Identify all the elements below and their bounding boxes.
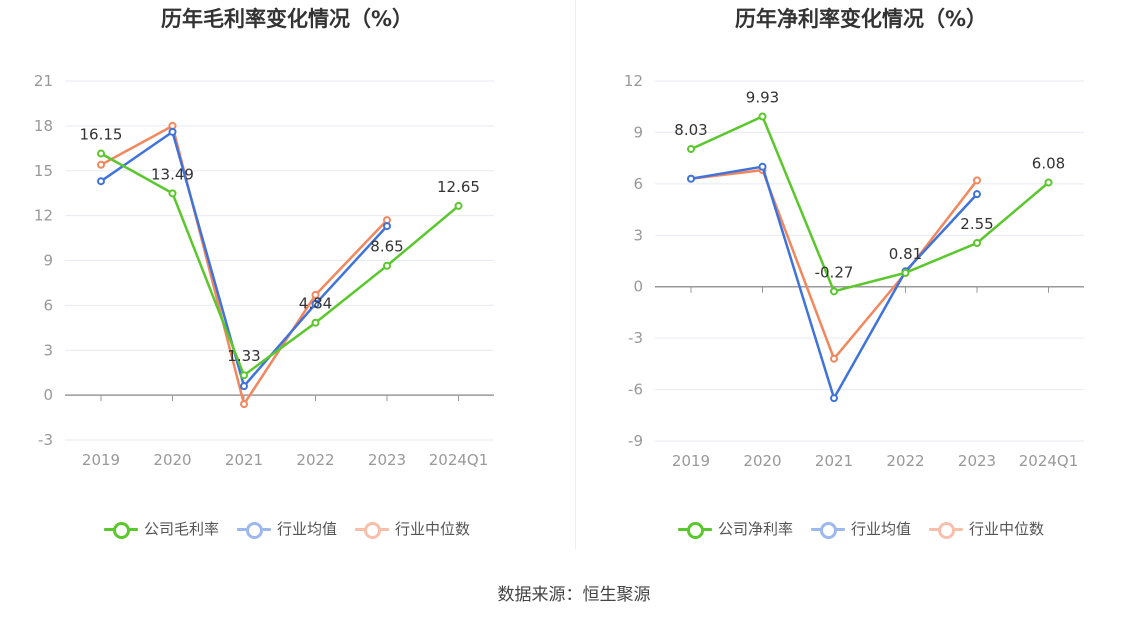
legend-industry-average[interactable]: 行业均值 (236, 518, 337, 539)
y-tick-label: -6 (628, 381, 643, 399)
series-line (690, 165, 978, 402)
data-label: 6.08 (1032, 154, 1065, 172)
y-tick-label: 6 (43, 296, 53, 314)
x-tick-label: 2024Q1 (429, 451, 489, 469)
data-label: -0.27 (815, 263, 854, 281)
data-point (687, 174, 695, 183)
data-point (168, 189, 177, 198)
data-point (311, 299, 320, 308)
x-tick-label: 2019 (82, 451, 120, 469)
net-margin-legend: 公司净利率 行业均值 行业中位数 (574, 518, 1148, 539)
x-tick-label: 2023 (368, 451, 406, 469)
data-label: 13.49 (151, 165, 194, 183)
data-label: 0.81 (889, 245, 922, 263)
data-point (454, 201, 463, 210)
gross-margin-panel: 历年毛利率变化情况（%） 21 18 15 12 9 6 3 0 -3 2019 2020 2021 2… (0, 0, 574, 560)
net-margin-panel: 历年净利率变化情况（%） 12 9 6 3 0 -3 -6 -9 2019 2020 2021 202… (574, 0, 1148, 560)
legend-industry-average[interactable]: 行业均值 (810, 518, 911, 539)
data-point (687, 145, 695, 154)
legend-industry-median[interactable]: 行业中位数 (355, 518, 470, 539)
legend-label: 行业均值 (850, 520, 911, 538)
data-point (311, 290, 320, 299)
legend-line-icon (810, 519, 845, 539)
y-tick-label: 15 (34, 162, 53, 180)
net-margin-title: 历年净利率变化情况（%） (734, 7, 988, 31)
data-point (240, 400, 248, 409)
legend-company-net-margin[interactable]: 公司净利率 (677, 518, 793, 539)
y-tick-label: 18 (34, 117, 53, 135)
gross-margin-chart: 21 18 15 12 9 6 3 0 -3 2019 2020 2021 2022 2023 2024Q1… (34, 72, 494, 469)
y-tick-label: 9 (43, 252, 53, 270)
legend-label: 行业均值 (276, 520, 337, 538)
legend-line-icon (355, 519, 389, 539)
y-tick-label: -9 (628, 432, 643, 450)
legend-label: 行业中位数 (969, 520, 1045, 538)
x-tick-label: 2020 (743, 452, 781, 470)
y-tick-label: 12 (34, 207, 53, 225)
data-point (383, 261, 391, 270)
data-point (830, 287, 838, 296)
data-point (973, 239, 981, 247)
net-margin-chart: 12 9 6 3 0 -3 -6 -9 2019 2020 2021 2022 2023 2024Q1 8.… (624, 72, 1084, 470)
data-label: 4.84 (299, 295, 332, 313)
data-point (97, 177, 105, 186)
data-point (758, 162, 767, 171)
y-tick-label: 9 (633, 123, 643, 141)
data-point (311, 318, 320, 327)
y-tick-label: 3 (43, 341, 53, 359)
y-tick-label: -3 (38, 431, 53, 449)
data-point (973, 176, 981, 185)
legend-label: 行业中位数 (395, 520, 471, 538)
data-label: 9.93 (746, 88, 779, 106)
gross-margin-title: 历年毛利率变化情况（%） (160, 7, 414, 31)
gross-margin-legend: 公司毛利率 行业均值 行业中位数 (0, 518, 574, 539)
data-source: 数据来源：恒生聚源 (497, 585, 651, 605)
data-point (168, 127, 177, 136)
data-label: 1.33 (227, 347, 260, 365)
x-tick-label: 2023 (958, 452, 996, 470)
data-point (830, 394, 838, 403)
x-tick-label: 2021 (815, 452, 853, 470)
data-point (97, 149, 105, 158)
data-point (383, 222, 391, 231)
y-tick-label: -3 (628, 329, 643, 347)
series-line (690, 114, 1050, 293)
x-tick-label: 2024Q1 (1019, 452, 1079, 470)
data-point (973, 190, 981, 199)
panel-divider (575, 0, 576, 550)
data-point (97, 160, 105, 169)
legend-label: 公司毛利率 (143, 520, 219, 538)
legend-industry-median[interactable]: 行业中位数 (929, 518, 1044, 539)
data-point (1044, 178, 1053, 187)
y-tick-label: 0 (633, 278, 643, 296)
data-point (758, 112, 767, 121)
y-tick-label: 0 (43, 386, 53, 404)
series-line (100, 152, 460, 378)
x-tick-label: 2019 (672, 452, 710, 470)
data-label: 12.65 (437, 178, 480, 196)
data-point (240, 371, 248, 380)
legend-company-gross-margin[interactable]: 公司毛利率 (103, 518, 219, 539)
x-tick-label: 2020 (153, 451, 191, 469)
legend-line-icon (677, 519, 712, 539)
legend-line-icon (236, 519, 271, 539)
x-tick-label: 2022 (296, 451, 334, 469)
x-tick-label: 2022 (886, 452, 924, 470)
x-tick-label: 2021 (225, 451, 263, 469)
legend-line-icon (103, 519, 138, 539)
y-tick-label: 6 (633, 175, 643, 193)
data-label: 8.65 (370, 238, 403, 256)
data-point (830, 354, 838, 363)
data-point (901, 268, 910, 277)
y-tick-label: 12 (624, 72, 643, 90)
legend-line-icon (929, 519, 963, 539)
data-label: 8.03 (674, 121, 707, 139)
legend-label: 公司净利率 (717, 520, 793, 538)
data-label: 16.15 (80, 126, 123, 144)
data-label: 2.55 (960, 215, 993, 233)
y-tick-label: 21 (34, 72, 53, 90)
y-tick-label: 3 (633, 226, 643, 244)
data-point (240, 382, 248, 391)
